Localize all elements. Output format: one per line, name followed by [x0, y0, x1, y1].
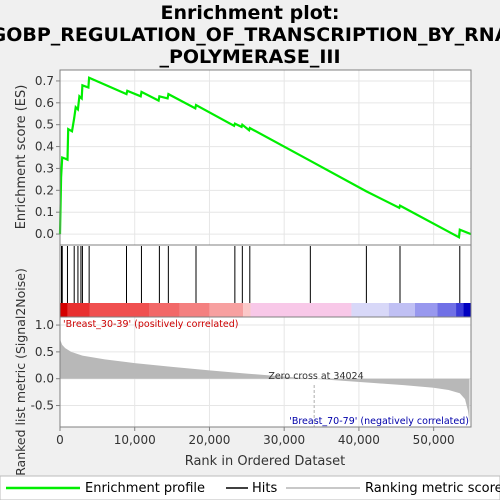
metric-y-axis-label: Ranked list metric (Signal2Noise) — [13, 268, 28, 476]
x-tick-label: 0 — [56, 433, 64, 447]
es-y-tick-label: 0.3 — [35, 161, 54, 175]
ranking-metric-area — [60, 336, 470, 423]
x-tick-label: 50,000 — [413, 433, 455, 447]
es-y-tick-label: 0.7 — [35, 74, 54, 88]
es-y-tick-label: 0.4 — [35, 140, 54, 154]
legend-metric-label: Ranking metric scores — [365, 481, 500, 496]
color-bar-segment — [351, 303, 389, 317]
metric-y-tick-label: 0.5 — [35, 345, 54, 359]
title-line-3: _POLYMERASE_III — [159, 46, 340, 68]
hits-marks — [60, 246, 461, 303]
title-line-1: Enrichment plot: — [161, 2, 340, 24]
x-axis-label: Rank in Ordered Dataset — [185, 454, 346, 469]
color-bar-segment — [179, 303, 210, 317]
color-bar-segment — [209, 303, 244, 317]
legend-hits-label: Hits — [252, 481, 277, 496]
x-tick-label: 40,000 — [338, 433, 380, 447]
es-grid — [59, 70, 471, 245]
color-bar-segment — [388, 303, 415, 317]
x-tick-label: 10,000 — [114, 433, 156, 447]
x-tick-label: 20,000 — [188, 433, 230, 447]
es-plot-area — [60, 70, 471, 245]
positive-correlation-label: 'Breast_30-39' (positively correlated) — [63, 319, 239, 330]
color-bar-segment — [456, 303, 464, 317]
x-tick-label: 30,000 — [263, 433, 305, 447]
es-y-tick-label: 0.2 — [35, 183, 54, 197]
es-y-tick-label: 0.6 — [35, 96, 54, 110]
metric-y-ticks: -0.5 0.0 0.5 1.0 — [31, 318, 60, 413]
legend-box — [0, 475, 500, 500]
ranking-color-bar — [60, 303, 471, 317]
zero-cross-label: Zero cross at 34024 — [268, 371, 363, 382]
metric-x-ticks: 0 10,000 20,000 30,000 40,000 50,000 — [56, 427, 455, 447]
legend: Enrichment profile Hits Ranking metric s… — [0, 475, 500, 500]
hits-plot-area — [60, 245, 471, 303]
color-bar-segment — [437, 303, 457, 317]
color-bar-segment — [60, 303, 68, 317]
title-line-2: GOBP_REGULATION_OF_TRANSCRIPTION_BY_RNA — [0, 24, 500, 46]
metric-y-tick-label: 0.0 — [35, 372, 54, 386]
metric-y-tick-label: 1.0 — [35, 318, 54, 332]
es-y-axis-label: Enrichment score (ES) — [14, 85, 29, 230]
legend-enrichment-label: Enrichment profile — [85, 481, 205, 496]
color-bar-segment — [250, 303, 352, 317]
color-bar-segment — [89, 303, 150, 317]
es-y-tick-label: 0.1 — [35, 205, 54, 219]
enrichment-profile-line — [58, 76, 472, 240]
chart-title: Enrichment plot: GOBP_REGULATION_OF_TRAN… — [0, 2, 500, 68]
color-bar-segment — [463, 303, 471, 317]
es-y-tick-label: 0.5 — [35, 118, 54, 132]
color-bar-segment — [149, 303, 180, 317]
metric-y-tick-label: -0.5 — [31, 399, 54, 413]
metric-plot-frame — [59, 316, 472, 428]
es-y-ticks: 0.0 0.1 0.2 0.3 0.4 0.5 0.6 0.7 — [35, 74, 60, 241]
color-bar-segment — [243, 303, 251, 317]
color-bar-segment — [414, 303, 438, 317]
color-bar-segment — [67, 303, 90, 317]
es-y-tick-label: 0.0 — [35, 227, 54, 241]
negative-correlation-label: 'Breast_70-79' (negatively correlated) — [289, 416, 469, 427]
